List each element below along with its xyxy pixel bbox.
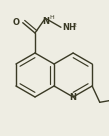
Text: H: H [49, 15, 54, 20]
Text: NH: NH [62, 23, 76, 32]
Text: O: O [13, 18, 20, 27]
Text: 2: 2 [73, 23, 77, 28]
Text: N: N [42, 17, 49, 26]
Text: N: N [70, 92, 77, 101]
